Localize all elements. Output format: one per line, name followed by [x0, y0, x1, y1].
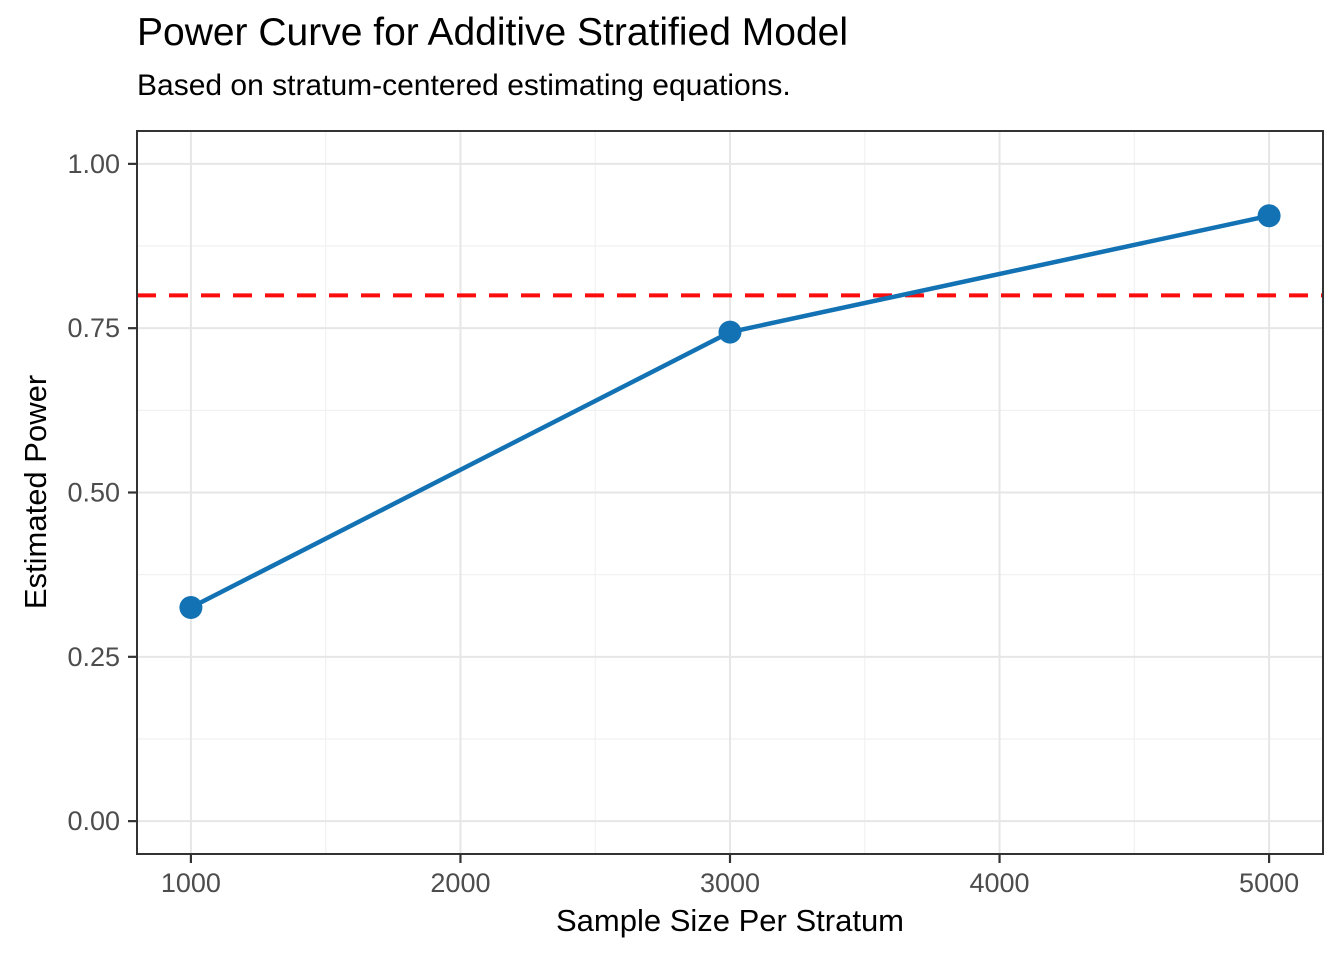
y-tick-label: 0.50 [67, 478, 120, 508]
x-tick-label: 3000 [700, 868, 760, 898]
x-axis-title: Sample Size Per Stratum [555, 903, 905, 938]
y-tick-label: 0.75 [67, 313, 120, 343]
data-point [1257, 204, 1281, 228]
data-point [179, 596, 203, 620]
y-axis-title-text: Estimated Power [18, 374, 53, 610]
chart-subtitle: Based on stratum-centered estimating equ… [137, 69, 791, 102]
x-tick-label: 1000 [161, 868, 221, 898]
x-tick-label: 4000 [970, 868, 1030, 898]
y-tick-label: 1.00 [67, 149, 120, 179]
y-tick-label: 0.00 [67, 806, 120, 836]
chart-title: Power Curve for Additive Stratified Mode… [137, 11, 848, 54]
y-tick-label: 0.25 [67, 642, 120, 672]
x-tick-label: 2000 [430, 868, 490, 898]
data-point [718, 320, 742, 344]
x-tick-label: 5000 [1239, 868, 1299, 898]
